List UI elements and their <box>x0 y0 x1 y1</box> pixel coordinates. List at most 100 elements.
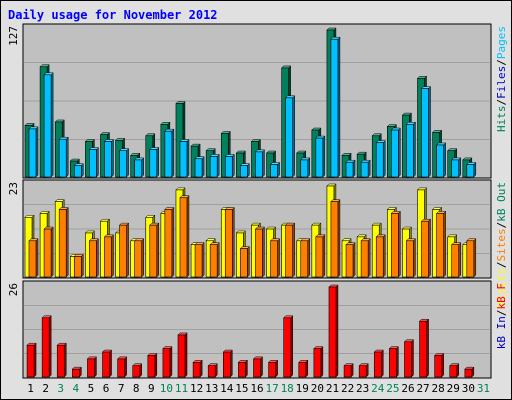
bottom-bar-kbf-25 <box>389 348 397 378</box>
top-bar-pages-7-top <box>118 148 130 151</box>
bottom-legend: kB In/kB F <box>495 283 508 349</box>
top-bar-pages-14 <box>224 156 233 178</box>
top-bar-pages-29 <box>451 159 460 178</box>
top-bar-pages-9-top <box>149 147 160 150</box>
top-bar-pages-2 <box>43 74 52 178</box>
middle-bar-visits-6-top <box>99 218 111 222</box>
top-bar-pages-7 <box>119 150 127 178</box>
bottom-bar-kbf-5 <box>87 358 95 378</box>
middle-bar-visits-2-top <box>39 211 50 214</box>
middle-bar-sites-11-side <box>186 195 190 278</box>
middle-bar-sites-13-side <box>216 242 220 278</box>
bottom-bar-kbf-6-side <box>109 349 112 378</box>
middle-bar-sites-22 <box>345 244 354 278</box>
middle-bar-sites-15-top <box>239 246 250 249</box>
middle-bar-sites-20-top <box>315 234 326 238</box>
middle-bar-sites-15 <box>240 248 248 278</box>
top-bar-pages-2-top <box>43 72 54 76</box>
middle-bar-sites-10 <box>164 209 173 278</box>
top-bar-hits-29-top <box>447 148 458 151</box>
top-bar-pages-10-side <box>171 128 175 178</box>
middle-bar-sites-9-side <box>156 222 160 278</box>
middle-bar-visits-5-top <box>84 230 95 234</box>
middle-bar-visits-9-top <box>145 215 156 218</box>
x-tick-label-26: 26 <box>401 382 414 395</box>
bottom-bar-kbf-1 <box>26 344 35 378</box>
top-bar-pages-15-top <box>239 163 250 166</box>
top-bar-pages-11 <box>179 141 188 178</box>
middle-bar-visits-1-top <box>24 215 35 218</box>
middle-bar-sites-7-top <box>118 222 130 226</box>
bottom-bar-kbf-7-side <box>124 356 127 378</box>
top-bar-pages-5-side <box>96 146 99 178</box>
top-bar-pages-26 <box>406 123 414 178</box>
bottom-bar-kbf-28 <box>434 355 442 378</box>
bottom-bar-kbf-9-side <box>154 352 158 378</box>
x-tick-label-13: 13 <box>205 382 218 395</box>
bottom-bar-kbf-24 <box>373 351 382 378</box>
bottom-bar-kbf-30 <box>464 368 473 378</box>
middle-legend: Visits/Sites/kB Out <box>495 182 508 308</box>
top-bar-pages-8 <box>134 159 142 178</box>
bottom-bar-kbf-12 <box>192 362 201 378</box>
middle-bar-sites-5-side <box>96 238 99 278</box>
top-bar-pages-6-top <box>103 139 115 142</box>
middle-bar-sites-18-top <box>285 222 296 226</box>
bottom-bar-kbf-14-side <box>230 349 233 378</box>
top-bar-hits-24-top <box>371 133 382 137</box>
x-tick-label-20: 20 <box>311 382 324 395</box>
middle-bar-sites-25-top <box>390 211 401 214</box>
middle-bar-sites-4 <box>73 256 82 278</box>
top-bar-pages-21 <box>330 38 339 178</box>
middle-bar-sites-9-top <box>149 222 160 226</box>
middle-bar-sites-12-side <box>201 242 205 278</box>
x-tick-label-15: 15 <box>235 382 248 395</box>
top-bar-pages-14-side <box>232 153 235 178</box>
bottom-legend-item-2: kB F <box>495 283 508 310</box>
top-bar-pages-10-top <box>164 128 175 132</box>
top-bar-hits-20-top <box>311 127 322 131</box>
x-tick-label-22: 22 <box>341 382 354 395</box>
top-legend-item-1: / <box>495 99 508 106</box>
top-bar-pages-3-side <box>65 136 69 178</box>
bottom-bar-kbf-18 <box>283 317 291 378</box>
x-tick-label-14: 14 <box>220 382 234 395</box>
top-bar-hits-5-top <box>84 139 95 142</box>
middle-bar-visits-29-top <box>447 234 458 238</box>
middle-bar-sites-14-side <box>232 206 235 278</box>
chart-title: Daily usage for November 2012 <box>8 8 218 22</box>
bottom-bar-kbf-9 <box>147 355 156 378</box>
bottom-bar-kbf-15 <box>238 362 246 378</box>
top-bar-pages-15 <box>240 165 248 178</box>
top-bar-pages-13-top <box>209 154 220 157</box>
bottom-bar-kbf-2 <box>41 317 50 378</box>
bottom-bar-kbf-8 <box>132 365 141 378</box>
top-bar-hits-14-top <box>220 131 231 134</box>
top-bar-pages-8-side <box>141 157 144 178</box>
top-bar-pages-18-top <box>285 95 296 99</box>
top-bar-pages-18 <box>285 97 293 178</box>
middle-bar-visits-23-top <box>356 234 367 238</box>
bottom-legend-item-0: kB In <box>495 316 508 349</box>
middle-legend-item-4: kB Out <box>495 182 508 222</box>
bottom-bar-kbf-10-top <box>162 346 173 349</box>
middle-bar-sites-12 <box>194 244 203 278</box>
top-bar-pages-3 <box>58 138 67 178</box>
x-tick-label-17: 17 <box>265 382 278 395</box>
x-tick-label-3: 3 <box>57 382 64 395</box>
middle-bar-visits-16-top <box>250 222 262 226</box>
middle-bar-sites-28-top <box>436 211 447 214</box>
top-bar-pages-4 <box>73 165 82 178</box>
top-bar-pages-19 <box>300 159 309 178</box>
bottom-bar-kbf-20-top <box>313 346 324 349</box>
top-bar-pages-30 <box>466 164 475 178</box>
top-bar-hits-16-top <box>250 139 262 142</box>
middle-bar-visits-21-top <box>326 183 337 187</box>
top-bar-pages-13 <box>209 156 218 178</box>
top-bar-pages-11-side <box>186 138 190 178</box>
middle-bar-sites-29 <box>451 244 460 278</box>
middle-bar-sites-17 <box>270 240 278 278</box>
top-bar-pages-24-top <box>375 140 386 143</box>
top-bar-pages-17-top <box>269 162 281 165</box>
x-tick-label-6: 6 <box>103 382 110 395</box>
